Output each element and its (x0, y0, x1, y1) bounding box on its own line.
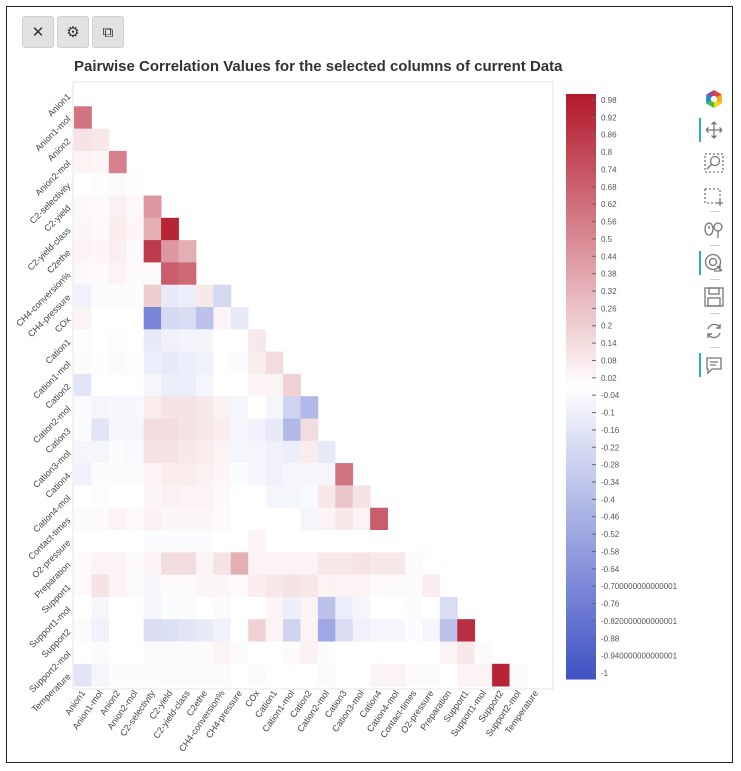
toolbar-separator (710, 279, 720, 280)
box-zoom-icon[interactable] (697, 148, 731, 178)
wrench-icon: ⚙ (66, 24, 80, 41)
reset-icon[interactable] (697, 316, 731, 346)
close-icon: ✕ (31, 24, 45, 41)
save-icon[interactable] (697, 282, 731, 312)
settings-button[interactable]: ⚙ (57, 16, 89, 48)
wheel-zoom-icon[interactable] (697, 214, 731, 244)
hover-icon[interactable] (697, 350, 731, 380)
chart-title: Pairwise Correlation Values for the sele… (74, 58, 563, 75)
toolbar-separator (710, 245, 720, 246)
toolbar-separator (710, 211, 720, 212)
close-button[interactable]: ✕ (22, 16, 54, 48)
toolbar-separator (710, 313, 720, 314)
toolbar-separator (710, 347, 720, 348)
panel-frame (6, 6, 733, 763)
copy-icon: ⧉ (102, 23, 114, 41)
bokeh-logo-icon[interactable] (697, 84, 731, 114)
top-action-bar: ✕ ⚙ ⧉ (22, 16, 124, 48)
box-select-icon[interactable] (697, 182, 731, 212)
copy-button[interactable]: ⧉ (92, 16, 124, 48)
tap-icon[interactable] (697, 248, 731, 278)
pan-icon[interactable] (697, 115, 731, 145)
